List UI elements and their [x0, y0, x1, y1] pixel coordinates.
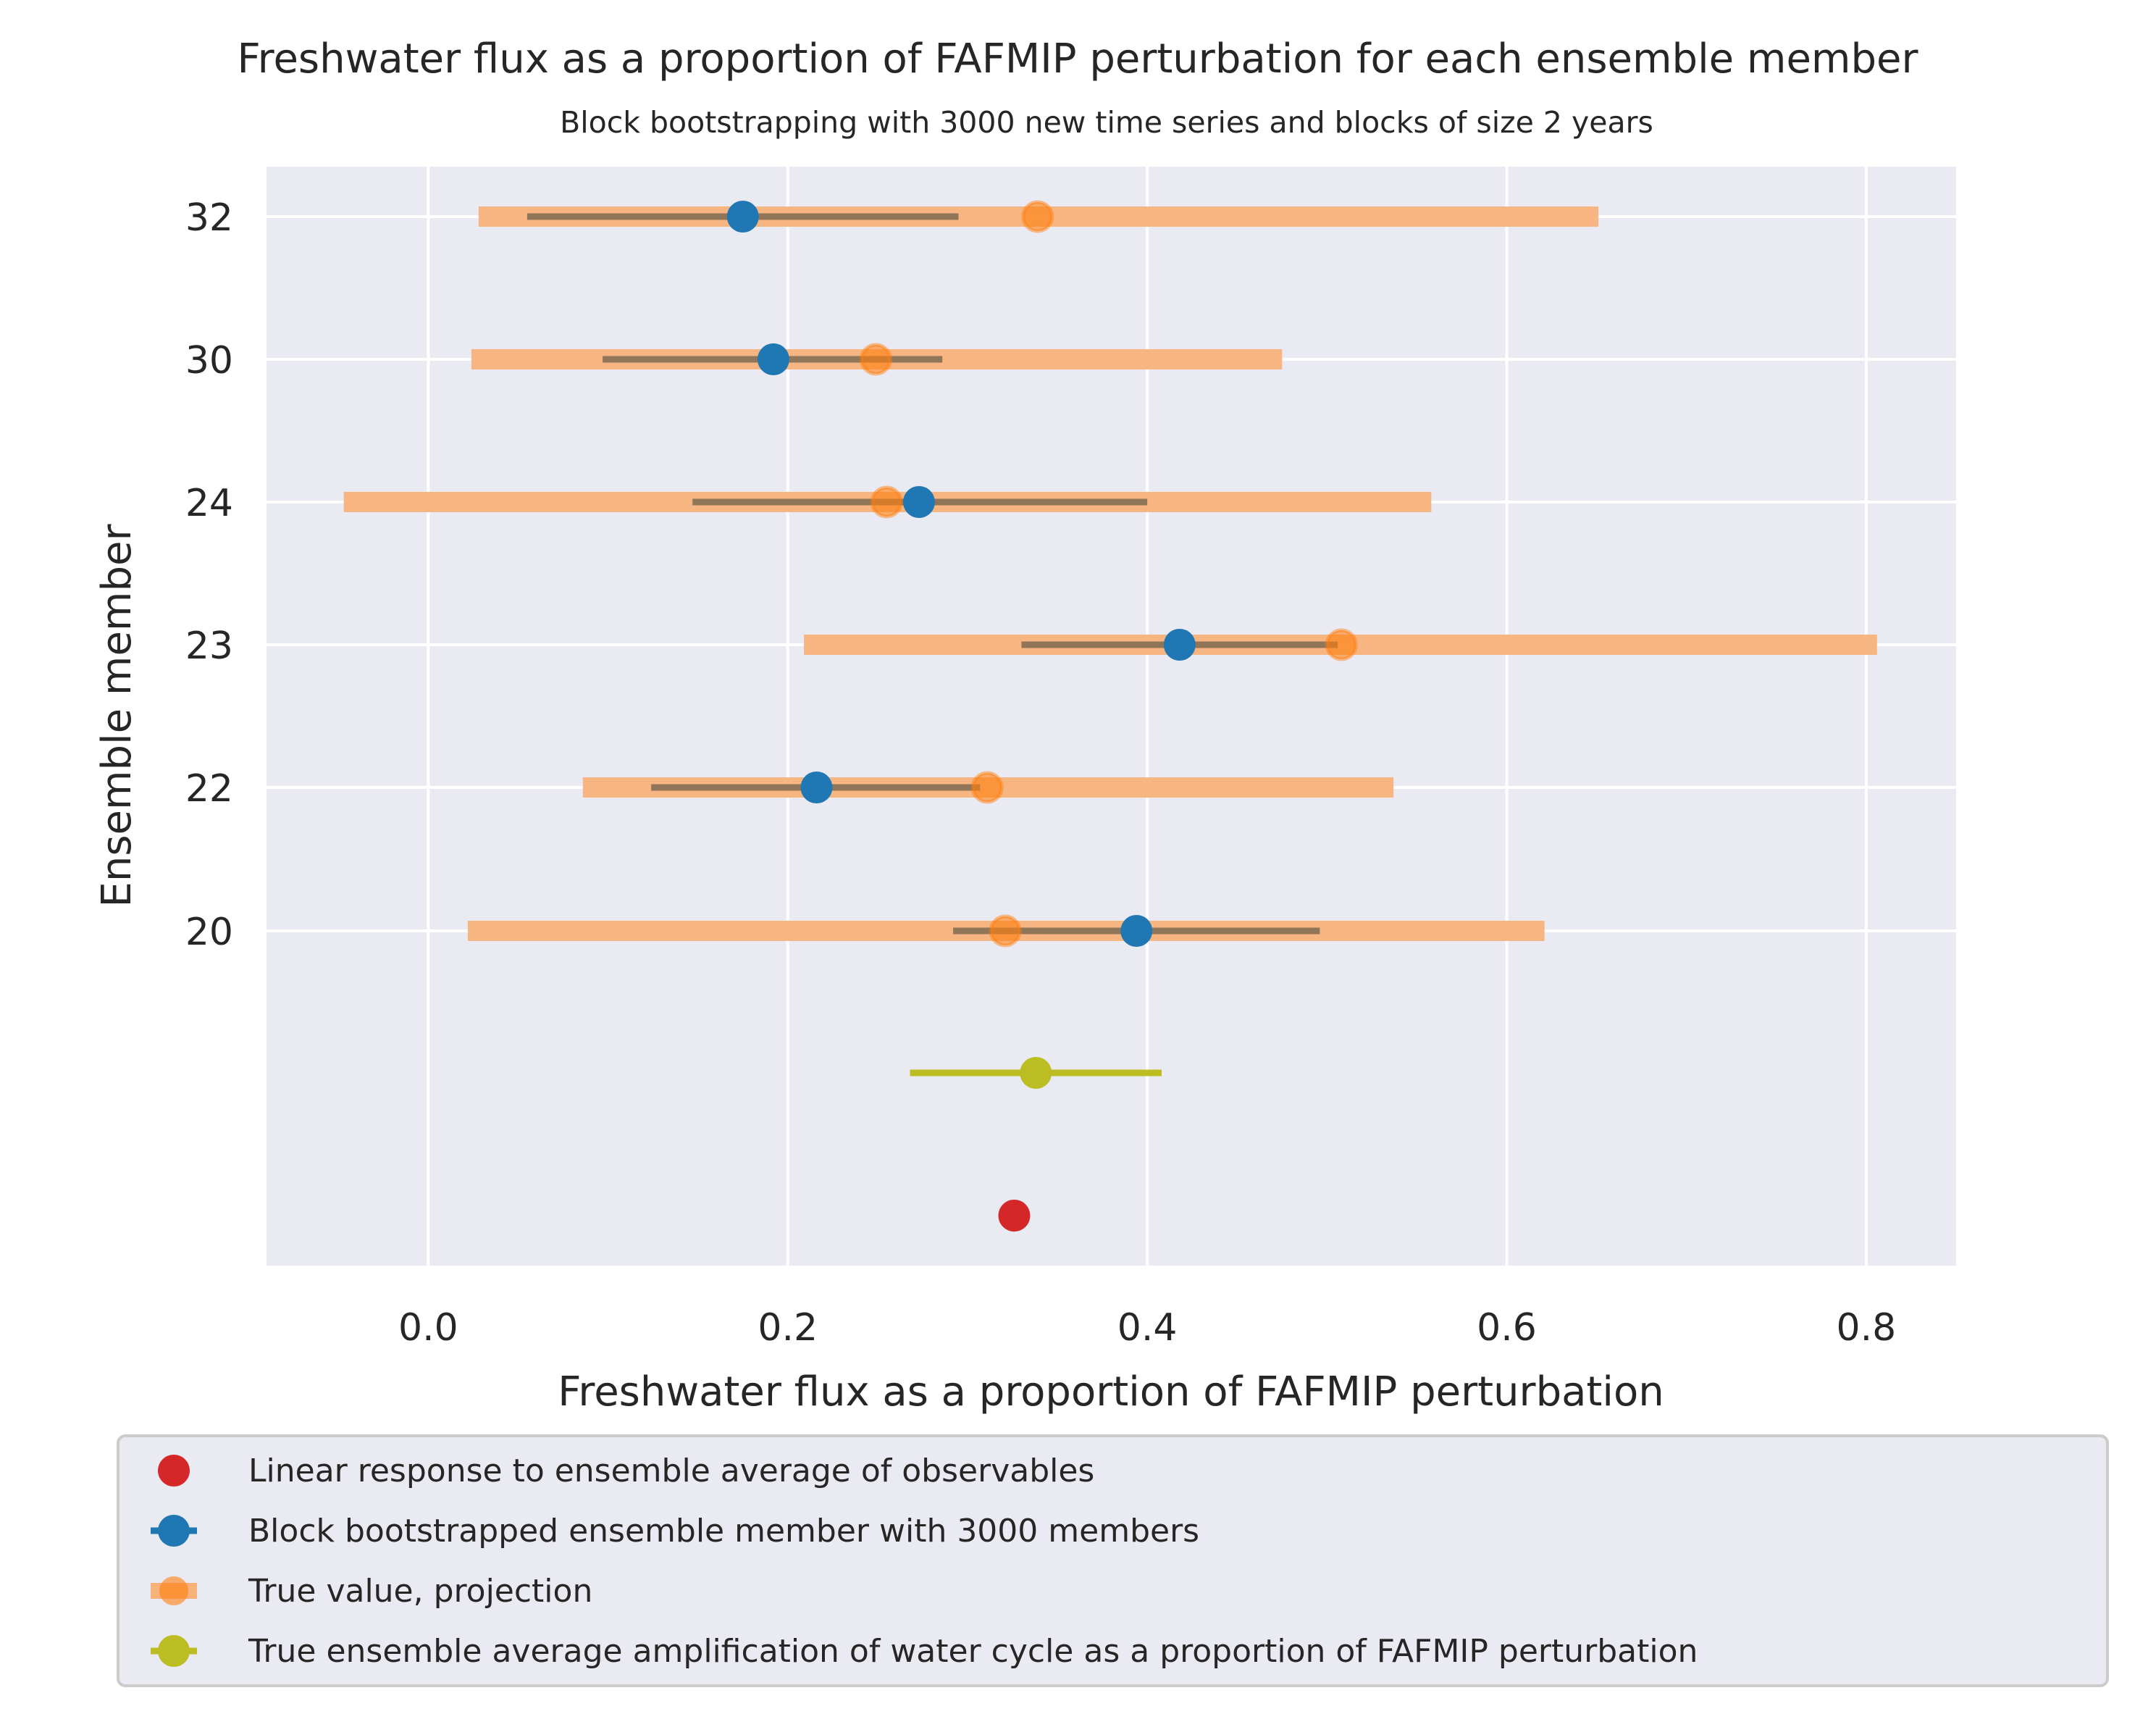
bootstrap-point — [1120, 915, 1153, 947]
legend-marker-true-value — [159, 1576, 188, 1605]
bootstrap-point — [800, 772, 833, 803]
true-value-point — [1021, 200, 1054, 233]
x-tick-label: 0.0 — [398, 1306, 458, 1350]
bootstrap-point — [726, 201, 759, 233]
y-tick-label: 23 — [185, 624, 233, 668]
linear-response-point — [998, 1200, 1031, 1232]
chart-title: Freshwater flux as a proportion of FAFMI… — [238, 35, 1919, 83]
data-marks — [343, 200, 1877, 1232]
y-tick-label: 32 — [185, 196, 233, 240]
legend-label: True value, projection — [248, 1573, 592, 1610]
legend-marker-bootstrap — [158, 1515, 190, 1547]
legend-marker-linear-response — [158, 1455, 190, 1487]
true-value-point — [989, 914, 1022, 948]
ensemble-average-point — [1020, 1057, 1052, 1089]
bootstrap-point — [757, 343, 789, 375]
x-axis-ticks: 0.0 0.2 0.4 0.6 0.8 — [398, 1306, 1896, 1350]
x-axis-label: Freshwater flux as a proportion of FAFMI… — [558, 1368, 1664, 1416]
y-tick-label: 20 — [185, 911, 233, 954]
bootstrap-point — [902, 486, 935, 518]
legend-marker-ensemble-average — [158, 1635, 190, 1667]
true-value-point — [1325, 628, 1358, 661]
x-tick-label: 0.2 — [758, 1306, 818, 1350]
y-tick-label: 30 — [185, 339, 233, 382]
true-value-point — [859, 343, 892, 376]
x-tick-label: 0.6 — [1477, 1306, 1537, 1350]
x-tick-label: 0.8 — [1837, 1306, 1897, 1350]
bootstrap-point — [1163, 629, 1196, 661]
chart-subtitle: Block bootstrapping with 3000 new time s… — [560, 105, 1653, 140]
legend-label: True ensemble average amplification of w… — [248, 1633, 1698, 1670]
legend-label: Block bootstrapped ensemble member with … — [248, 1513, 1199, 1550]
y-tick-label: 24 — [185, 482, 233, 525]
y-axis-ticks: 32 30 24 23 22 20 — [185, 196, 233, 954]
y-tick-label: 22 — [185, 767, 233, 811]
x-tick-label: 0.4 — [1117, 1306, 1178, 1350]
y-axis-label: Ensemble member — [93, 524, 140, 908]
legend-label: Linear response to ensemble average of o… — [248, 1452, 1094, 1489]
true-value-point — [870, 485, 903, 519]
legend: Linear response to ensemble average of o… — [117, 1434, 2109, 1687]
plot-area — [267, 167, 1956, 1266]
legend-box — [117, 1434, 2109, 1687]
true-value-point — [970, 771, 1004, 804]
